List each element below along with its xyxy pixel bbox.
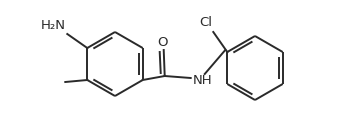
Text: O: O xyxy=(158,36,168,49)
Text: H₂N: H₂N xyxy=(40,19,65,32)
Text: Cl: Cl xyxy=(199,16,212,29)
Text: NH: NH xyxy=(193,75,212,87)
